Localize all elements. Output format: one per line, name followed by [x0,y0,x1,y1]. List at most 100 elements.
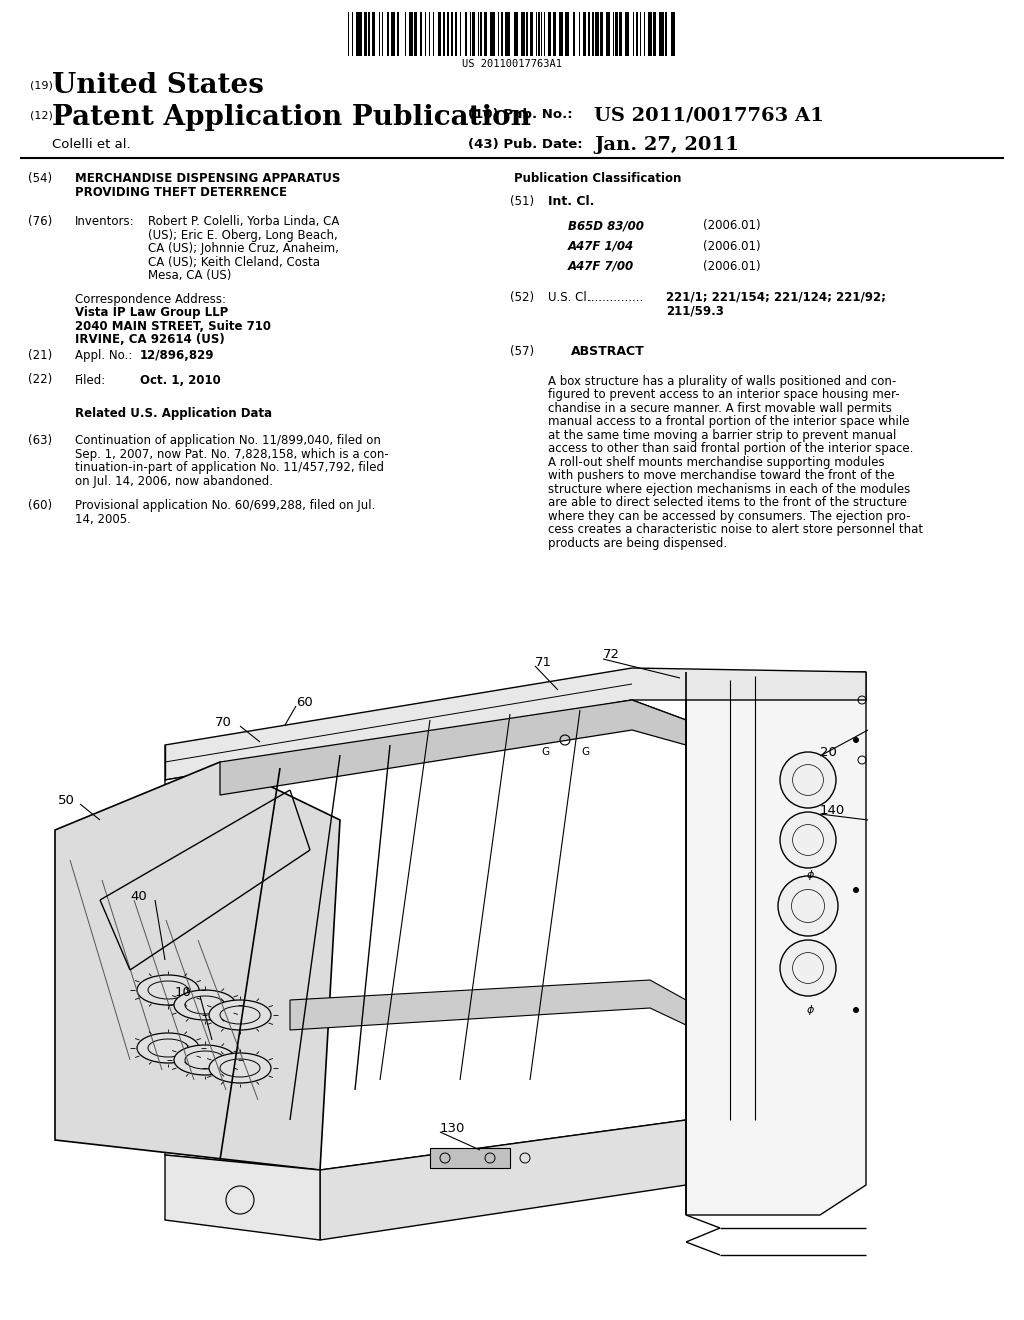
Bar [446,12,450,55]
Polygon shape [319,1119,686,1239]
Bar [658,12,664,55]
Text: U.S. Cl.: U.S. Cl. [548,290,591,304]
Bar [539,12,540,55]
Text: 10: 10 [175,986,191,998]
Circle shape [778,876,838,936]
Bar [536,12,537,55]
Text: 71: 71 [535,656,552,668]
Bar [666,12,667,55]
Bar [379,12,380,55]
Bar [425,12,426,55]
Text: CA (US); Johnnie Cruz, Anaheim,: CA (US); Johnnie Cruz, Anaheim, [148,242,339,255]
Text: chandise in a secure manner. A first movable wall permits: chandise in a secure manner. A first mov… [548,401,892,414]
Polygon shape [686,672,866,1214]
Text: 2040 MAIN STREET, Suite 710: 2040 MAIN STREET, Suite 710 [75,319,271,333]
Bar [409,12,413,55]
Circle shape [780,812,836,869]
Text: G: G [581,747,589,756]
Bar [671,12,675,55]
Text: PROVIDING THEFT DETERRENCE: PROVIDING THEFT DETERRENCE [75,186,287,198]
Text: Patent Application Publication: Patent Application Publication [52,104,530,131]
Text: structure where ejection mechanisms in each of the modules: structure where ejection mechanisms in e… [548,483,910,495]
Ellipse shape [209,1053,271,1082]
Bar [472,12,475,55]
Circle shape [780,940,836,997]
Text: 60: 60 [296,696,312,709]
Text: A47F 7/00: A47F 7/00 [568,260,634,273]
Text: Oct. 1, 2010: Oct. 1, 2010 [140,374,221,387]
Text: Appl. No.:: Appl. No.: [75,350,132,362]
Text: figured to prevent access to an interior space housing mer-: figured to prevent access to an interior… [548,388,900,401]
Polygon shape [165,1155,319,1239]
Text: US 2011/0017763 A1: US 2011/0017763 A1 [594,106,824,124]
Text: A roll-out shelf mounts merchandise supporting modules: A roll-out shelf mounts merchandise supp… [548,455,885,469]
Text: (2006.01): (2006.01) [703,260,761,273]
Text: manual access to a frontal portion of the interior space while: manual access to a frontal portion of th… [548,414,909,428]
Bar [505,12,510,55]
Text: Mesa, CA (US): Mesa, CA (US) [148,269,231,282]
Bar [565,12,569,55]
Text: Vista IP Law Group LLP: Vista IP Law Group LLP [75,306,228,319]
Bar [548,12,551,55]
Text: Colelli et al.: Colelli et al. [52,139,131,150]
Polygon shape [290,979,686,1030]
Bar [391,12,395,55]
Bar [420,12,422,55]
Bar [387,12,388,55]
Bar [404,12,407,55]
Bar [382,12,383,55]
Text: $\phi$: $\phi$ [806,1003,814,1016]
Text: 20: 20 [820,746,837,759]
Text: (12): (12) [30,111,53,121]
Polygon shape [165,668,866,780]
Text: Continuation of application No. 11/899,040, filed on: Continuation of application No. 11/899,0… [75,434,381,447]
Bar [489,12,496,55]
Text: access to other than said frontal portion of the interior space.: access to other than said frontal portio… [548,442,913,455]
Bar [544,12,545,55]
Text: 70: 70 [215,715,231,729]
Circle shape [853,737,859,743]
Text: Related U.S. Application Data: Related U.S. Application Data [75,408,272,420]
Bar [438,12,441,55]
Ellipse shape [137,975,199,1005]
Text: MERCHANDISE DISPENSING APPARATUS: MERCHANDISE DISPENSING APPARATUS [75,172,340,185]
Bar [579,12,581,55]
Text: 130: 130 [440,1122,465,1134]
Bar [460,12,462,55]
Bar [644,12,645,55]
Text: (10) Pub. No.:: (10) Pub. No.: [468,108,572,121]
Bar [592,12,594,55]
Text: Inventors:: Inventors: [75,215,134,228]
Text: CA (US); Keith Cleland, Costa: CA (US); Keith Cleland, Costa [148,256,319,269]
Bar [352,12,353,55]
Bar [612,12,614,55]
Text: (21): (21) [28,350,52,362]
Bar [348,12,349,55]
Circle shape [853,1007,859,1012]
Text: A box structure has a plurality of walls positioned and con-: A box structure has a plurality of walls… [548,375,896,388]
Text: (US); Eric E. Oberg, Long Beach,: (US); Eric E. Oberg, Long Beach, [148,228,338,242]
Bar [583,12,586,55]
Bar [653,12,655,55]
Text: Sep. 1, 2007, now Pat. No. 7,828,158, which is a con-: Sep. 1, 2007, now Pat. No. 7,828,158, wh… [75,447,389,461]
Bar [369,12,370,55]
Text: 50: 50 [58,793,75,807]
Ellipse shape [137,1034,199,1063]
Bar [498,12,500,55]
Text: (51): (51) [510,195,535,209]
Bar [356,12,361,55]
Bar [589,12,590,55]
Text: US 20110017763A1: US 20110017763A1 [462,59,562,69]
Text: ...............: ............... [588,290,644,304]
Text: (57): (57) [510,345,535,358]
Polygon shape [220,700,686,795]
Text: are able to direct selected items to the front of the structure: are able to direct selected items to the… [548,496,907,510]
Bar [648,12,651,55]
Bar [530,12,532,55]
Bar [414,12,417,55]
Text: with pushers to move merchandise toward the front of the: with pushers to move merchandise toward … [548,469,895,482]
Text: IRVINE, CA 92614 (US): IRVINE, CA 92614 (US) [75,333,224,346]
Bar [620,12,622,55]
Text: (54): (54) [28,172,52,185]
Bar [559,12,562,55]
